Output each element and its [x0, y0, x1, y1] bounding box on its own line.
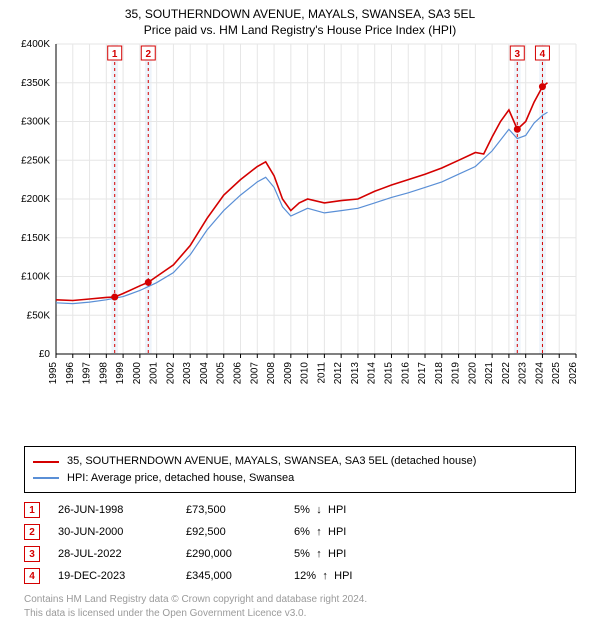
x-tick-label: 2020	[467, 362, 478, 385]
x-tick-label: 2015	[383, 362, 394, 385]
legend-swatch	[33, 461, 59, 463]
sale-dot	[111, 294, 118, 301]
x-tick-label: 2021	[484, 362, 495, 385]
arrow-icon: ↑	[319, 570, 331, 582]
y-tick-label: £250K	[21, 156, 50, 167]
transaction-price: £73,500	[186, 504, 276, 516]
x-tick-label: 2014	[367, 362, 378, 385]
x-tick-label: 2026	[568, 362, 579, 385]
x-tick-label: 2010	[300, 362, 311, 385]
transaction-price: £92,500	[186, 526, 276, 538]
x-tick-label: 1997	[82, 362, 93, 385]
arrow-icon: ↑	[313, 548, 325, 560]
x-tick-label: 2000	[132, 362, 143, 385]
delta-value: 12%	[294, 570, 316, 582]
transaction-date: 26-JUN-1998	[58, 504, 168, 516]
arrow-icon: ↓	[313, 504, 325, 516]
x-tick-label: 1996	[65, 362, 76, 385]
transaction-delta: 6% ↑ HPI	[294, 526, 404, 538]
price-chart: £0 £50K £100K £150K £200K £250K £300K £350K £400…	[0, 40, 600, 440]
title-line2: Price paid vs. HM Land Registry's House …	[4, 22, 596, 38]
sale-marker-number: 2	[145, 49, 151, 60]
y-tick-label: £100K	[21, 272, 50, 283]
transaction-price: £345,000	[186, 570, 276, 582]
transaction-date: 19-DEC-2023	[58, 570, 168, 582]
transaction-marker: 4	[24, 568, 40, 584]
x-tick-label: 2002	[165, 362, 176, 385]
x-tick-label: 2018	[434, 362, 445, 385]
arrow-icon: ↑	[313, 526, 325, 538]
sale-marker-number: 1	[112, 49, 118, 60]
x-tick-label: 1999	[115, 362, 126, 385]
y-tick-label: £400K	[21, 40, 50, 50]
chart-svg: £0 £50K £100K £150K £200K £250K £300K £350K £400…	[0, 40, 600, 440]
y-tick-label: £350K	[21, 78, 50, 89]
delta-suffix: HPI	[328, 526, 346, 538]
x-tick-label: 2004	[199, 362, 210, 385]
delta-value: 5%	[294, 504, 310, 516]
sale-marker-number: 4	[540, 49, 546, 60]
transaction-date: 28-JUL-2022	[58, 548, 168, 560]
transaction-marker: 3	[24, 546, 40, 562]
transactions-table: 1 26-JUN-1998 £73,500 5% ↓ HPI 2 30-JUN-2000 £…	[24, 499, 576, 587]
y-tick-label: £300K	[21, 117, 50, 128]
title-line1: 35, SOUTHERNDOWN AVENUE, MAYALS, SWANSEA…	[4, 6, 596, 22]
transaction-row: 2 30-JUN-2000 £92,500 6% ↑ HPI	[24, 521, 576, 543]
x-tick-label: 2012	[333, 362, 344, 385]
x-tick-label: 2008	[266, 362, 277, 385]
x-tick-label: 2013	[350, 362, 361, 385]
x-tick-label: 2003	[182, 362, 193, 385]
legend-item: HPI: Average price, detached house, Swan…	[33, 470, 567, 487]
x-tick-label: 2017	[417, 362, 428, 385]
y-tick-label: £150K	[21, 233, 50, 244]
y-tick-label: £200K	[21, 194, 50, 205]
transaction-delta: 12% ↑ HPI	[294, 570, 404, 582]
transaction-date: 30-JUN-2000	[58, 526, 168, 538]
transaction-marker: 2	[24, 524, 40, 540]
x-tick-label: 2016	[400, 362, 411, 385]
legend-label: 35, SOUTHERNDOWN AVENUE, MAYALS, SWANSEA…	[67, 453, 476, 470]
sale-dot	[145, 279, 152, 286]
transaction-price: £290,000	[186, 548, 276, 560]
transaction-delta: 5% ↓ HPI	[294, 504, 404, 516]
delta-suffix: HPI	[328, 548, 346, 560]
footer-line2: This data is licensed under the Open Gov…	[24, 607, 576, 620]
x-tick-label: 1998	[98, 362, 109, 385]
x-tick-label: 2007	[249, 362, 260, 385]
legend-item: 35, SOUTHERNDOWN AVENUE, MAYALS, SWANSEA…	[33, 453, 567, 470]
chart-title: 35, SOUTHERNDOWN AVENUE, MAYALS, SWANSEA…	[0, 0, 600, 40]
x-tick-label: 2006	[233, 362, 244, 385]
footer: Contains HM Land Registry data © Crown c…	[24, 593, 576, 620]
x-tick-label: 2001	[149, 362, 160, 385]
x-tick-label: 2005	[216, 362, 227, 385]
x-tick-label: 2023	[518, 362, 529, 385]
x-tick-label: 2011	[316, 362, 327, 384]
transaction-row: 1 26-JUN-1998 £73,500 5% ↓ HPI	[24, 499, 576, 521]
transaction-delta: 5% ↑ HPI	[294, 548, 404, 560]
y-tick-label: £50K	[27, 311, 51, 322]
transaction-marker: 1	[24, 502, 40, 518]
legend-swatch	[33, 477, 59, 479]
sale-marker-number: 3	[515, 49, 521, 60]
sale-dot	[539, 84, 546, 91]
x-tick-label: 2022	[501, 362, 512, 385]
transaction-row: 4 19-DEC-2023 £345,000 12% ↑ HPI	[24, 565, 576, 587]
x-tick-label: 2009	[283, 362, 294, 385]
y-tick-label: £0	[39, 349, 51, 360]
x-tick-label: 2024	[534, 362, 545, 385]
x-tick-label: 1995	[48, 362, 59, 385]
legend: 35, SOUTHERNDOWN AVENUE, MAYALS, SWANSEA…	[24, 446, 576, 493]
delta-value: 5%	[294, 548, 310, 560]
x-tick-label: 2019	[451, 362, 462, 385]
series-property	[56, 83, 548, 301]
legend-label: HPI: Average price, detached house, Swan…	[67, 470, 294, 487]
delta-suffix: HPI	[334, 570, 352, 582]
delta-suffix: HPI	[328, 504, 346, 516]
footer-line1: Contains HM Land Registry data © Crown c…	[24, 593, 576, 607]
series-hpi	[56, 113, 548, 304]
x-tick-label: 2025	[551, 362, 562, 385]
delta-value: 6%	[294, 526, 310, 538]
transaction-row: 3 28-JUL-2022 £290,000 5% ↑ HPI	[24, 543, 576, 565]
sale-dot	[514, 126, 521, 133]
